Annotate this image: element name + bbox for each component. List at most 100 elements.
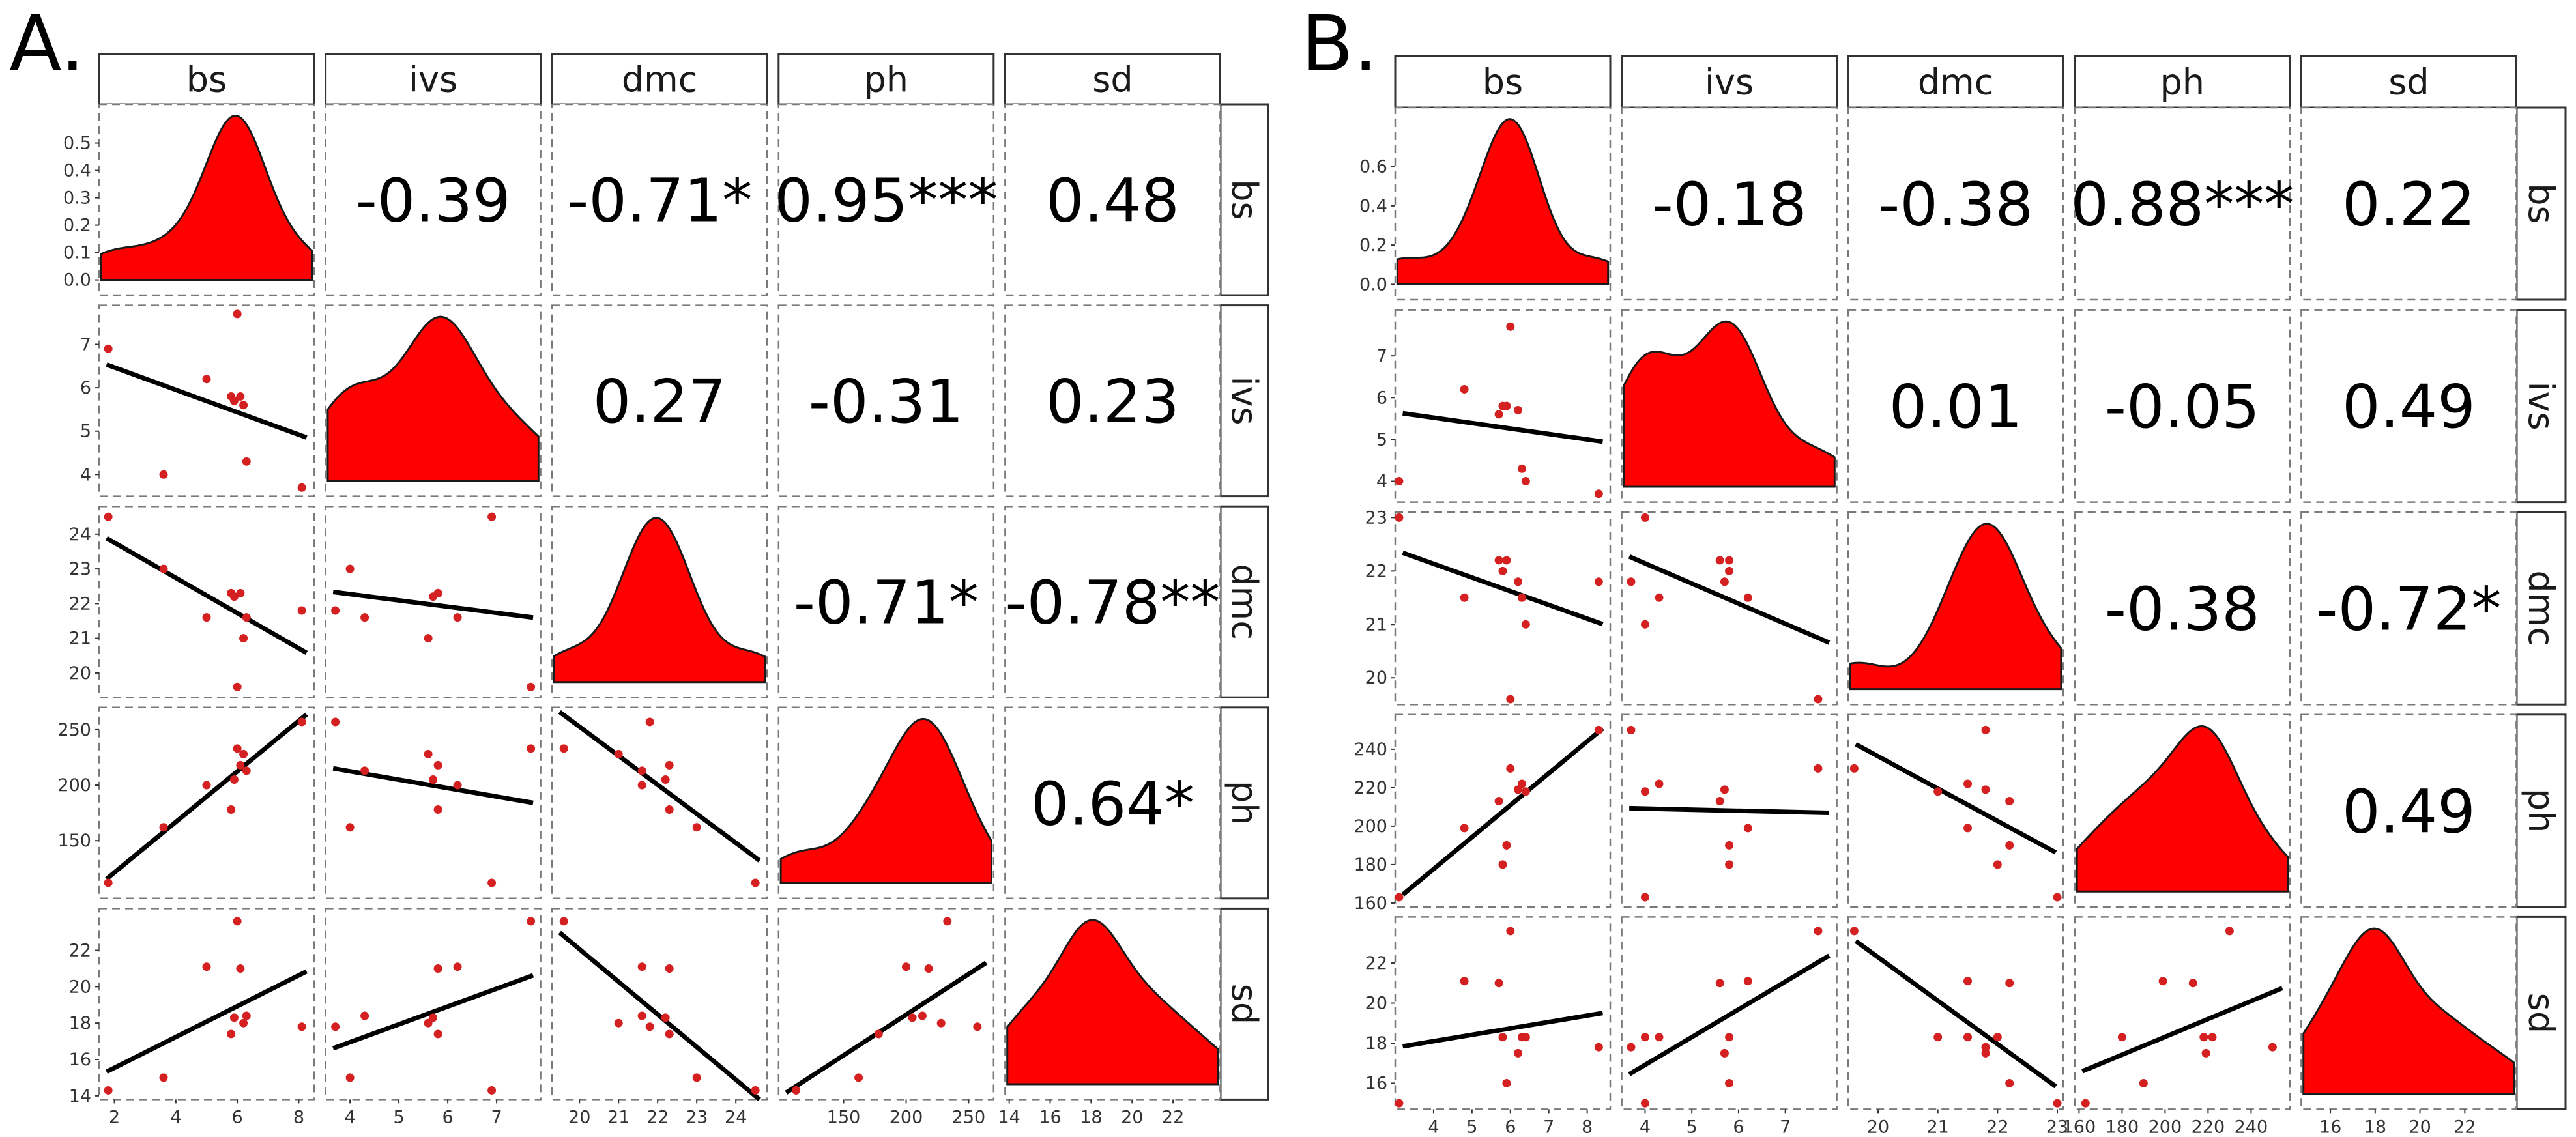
correlation-bs-dmc: -0.71* bbox=[567, 166, 752, 236]
cell-dmc-sd bbox=[1004, 505, 1221, 698]
x-tick-label: 20 bbox=[1867, 1117, 1889, 1137]
point-sd-ph bbox=[792, 1086, 801, 1095]
point-sd-dmc bbox=[614, 1018, 623, 1028]
point-dmc-bs bbox=[1460, 593, 1469, 602]
point-ph-bs bbox=[229, 775, 239, 784]
point-dmc-bs bbox=[239, 634, 248, 643]
panel-b: B. bs ivs dmc ph sd bs ivs dmc ph sd 0.0 0.2 0.4 0.6 -0… bbox=[1301, 0, 2567, 1137]
point-sd-dmc bbox=[661, 1013, 670, 1022]
point-sd-ph bbox=[2139, 1078, 2148, 1087]
point-sd-bs bbox=[1514, 1048, 1523, 1058]
point-sd-ivs bbox=[433, 964, 442, 973]
row-strip bbox=[2515, 915, 2567, 1110]
point-sd-ph bbox=[2225, 927, 2234, 936]
correlation-ph-sd: 0.64* bbox=[1031, 769, 1194, 839]
x-tick-label: 7 bbox=[1780, 1117, 1791, 1137]
point-ph-bs bbox=[242, 766, 251, 775]
point-dmc-bs bbox=[1514, 577, 1523, 586]
column-label: sd bbox=[1092, 59, 1133, 100]
point-ph-ivs bbox=[1715, 797, 1724, 806]
regression-line-ph-ivs bbox=[1629, 805, 1830, 816]
cell-dmc-sd bbox=[2300, 511, 2517, 706]
point-sd-bs bbox=[239, 1018, 248, 1028]
point-ivs-bs bbox=[239, 401, 248, 410]
panel-letter: A. bbox=[9, 0, 85, 89]
row-strip bbox=[2515, 106, 2567, 301]
point-dmc-ivs bbox=[1814, 695, 1823, 704]
regression-line-sd-dmc bbox=[558, 930, 761, 1102]
regression-line-ph-bs bbox=[105, 712, 308, 881]
point-ph-bs bbox=[1506, 764, 1515, 773]
point-ivs-bs bbox=[1460, 384, 1469, 394]
x-tick-label: 2 bbox=[109, 1107, 120, 1127]
point-ph-ivs bbox=[1743, 824, 1752, 833]
row-strip bbox=[2515, 713, 2567, 908]
point-sd-bs bbox=[1521, 1033, 1530, 1042]
y-tick-label: 0.4 bbox=[1359, 196, 1387, 216]
point-dmc-bs bbox=[202, 613, 211, 622]
point-ph-ivs bbox=[429, 775, 438, 784]
x-tick-label: 8 bbox=[1582, 1117, 1593, 1137]
density-ivs bbox=[1623, 320, 1836, 488]
point-ivs-bs bbox=[202, 375, 211, 384]
point-sd-dmc bbox=[2005, 979, 2014, 988]
point-sd-bs bbox=[202, 962, 211, 971]
correlation-dmc-sd: -0.78** bbox=[1005, 568, 1220, 638]
point-dmc-bs bbox=[1517, 593, 1526, 602]
point-dmc-ivs bbox=[1627, 577, 1636, 586]
cell-ivs-dmc bbox=[1847, 309, 2064, 503]
point-dmc-bs bbox=[1506, 695, 1515, 704]
point-sd-bs bbox=[1460, 977, 1469, 986]
point-ph-ivs bbox=[345, 823, 355, 832]
point-ph-bs bbox=[297, 717, 306, 727]
point-sd-ivs bbox=[453, 962, 462, 971]
point-dmc-bs bbox=[297, 606, 306, 615]
cell-ph-dmc bbox=[551, 706, 768, 900]
point-ph-dmc bbox=[1963, 824, 1973, 833]
x-tick-label: 16 bbox=[2319, 1117, 2341, 1137]
y-tick-label: 7 bbox=[80, 335, 91, 355]
point-sd-ph bbox=[901, 962, 910, 971]
cell-dmc-ph bbox=[777, 505, 995, 698]
point-ph-dmc bbox=[1993, 860, 2002, 869]
row-strip bbox=[1219, 103, 1269, 296]
point-ivs-bs bbox=[236, 392, 245, 401]
point-dmc-ivs bbox=[1725, 566, 1734, 575]
cell-bs-ph bbox=[2074, 106, 2291, 301]
y-tick-label: 20 bbox=[69, 977, 91, 997]
row-label: dmc bbox=[2521, 570, 2562, 646]
point-dmc-bs bbox=[159, 564, 168, 573]
density-dmc bbox=[553, 517, 766, 684]
correlation-bs-ivs: -0.18 bbox=[1652, 170, 1807, 240]
point-sd-dmc bbox=[1963, 1033, 1973, 1042]
y-tick-label: 0.0 bbox=[63, 270, 91, 291]
density-ph bbox=[779, 717, 992, 884]
y-tick-label: 0.2 bbox=[1359, 235, 1387, 255]
column-strip bbox=[325, 53, 542, 106]
x-tick-label: 22 bbox=[1986, 1117, 2008, 1137]
point-ph-bs bbox=[202, 781, 211, 790]
point-sd-ivs bbox=[1743, 977, 1752, 986]
point-ivs-bs bbox=[229, 396, 239, 405]
row-strip bbox=[1219, 907, 1269, 1101]
point-ivs-bs bbox=[1514, 406, 1523, 415]
y-tick-label: 20 bbox=[1365, 668, 1387, 688]
point-sd-ivs bbox=[433, 1029, 442, 1039]
point-ph-ivs bbox=[331, 717, 340, 727]
correlation-bs-ph: 0.95*** bbox=[774, 166, 998, 236]
y-tick-label: 0.3 bbox=[63, 188, 91, 209]
point-sd-dmc bbox=[645, 1022, 654, 1031]
cell-bs-ivs bbox=[1621, 106, 1838, 301]
point-ivs-bs bbox=[297, 483, 306, 492]
point-ph-ivs bbox=[433, 805, 442, 814]
y-tick-label: 220 bbox=[1353, 778, 1387, 798]
row-label: ivs bbox=[1224, 377, 1265, 425]
x-tick-label: 7 bbox=[491, 1107, 502, 1127]
correlation-dmc-sd: -0.72* bbox=[2316, 575, 2501, 644]
correlation-ivs-dmc: 0.27 bbox=[593, 367, 727, 437]
point-sd-bs bbox=[233, 917, 242, 926]
point-dmc-ivs bbox=[331, 606, 340, 615]
x-tick-label: 200 bbox=[890, 1107, 923, 1127]
point-ph-ivs bbox=[1640, 893, 1649, 902]
point-sd-ph bbox=[908, 1013, 917, 1022]
